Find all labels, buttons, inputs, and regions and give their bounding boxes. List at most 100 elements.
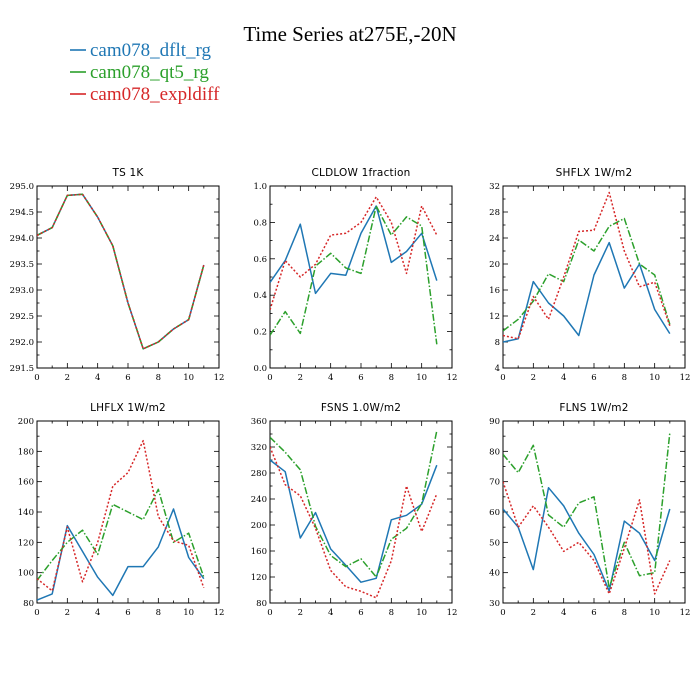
panel-title: LHFLX 1W/m2: [90, 402, 166, 414]
plot-frame: [36, 185, 220, 369]
panel-title: TS 1K: [112, 167, 145, 179]
series-line-cam078_expldiff: [270, 446, 438, 599]
x-tick-label: 6: [358, 608, 363, 618]
y-tick-label: 293.5: [10, 260, 34, 270]
y-tick-label: 180: [18, 447, 34, 457]
x-tick-label: 2: [531, 608, 536, 618]
y-tick-label: 120: [18, 538, 34, 548]
x-tick-label: 6: [591, 608, 596, 618]
y-tick-label: 0.6: [253, 255, 267, 265]
y-tick-label: 60: [489, 508, 500, 518]
x-tick-label: 6: [125, 373, 130, 383]
y-tick-label: 40: [489, 569, 500, 579]
y-tick-label: 360: [251, 417, 267, 427]
x-tick-label: 10: [183, 373, 194, 383]
y-tick-label: 50: [489, 538, 500, 548]
x-tick-label: 4: [328, 373, 333, 383]
x-tick-label: 4: [95, 373, 100, 383]
y-tick-label: 0.0: [253, 364, 267, 374]
y-tick-label: 20: [489, 260, 500, 270]
x-tick-label: 8: [389, 608, 394, 618]
y-tick-label: 12: [489, 312, 500, 322]
legend-item: cam078_qt5_rg: [70, 62, 209, 83]
y-tick-label: 70: [489, 478, 500, 488]
y-tick-label: 240: [251, 495, 267, 505]
x-tick-label: 12: [680, 373, 691, 383]
x-tick-label: 12: [214, 608, 225, 618]
x-tick-label: 10: [416, 608, 427, 618]
y-tick-label: 0.2: [253, 328, 267, 338]
x-tick-label: 2: [65, 608, 70, 618]
y-tick-label: 280: [251, 469, 267, 479]
y-tick-label: 160: [18, 478, 34, 488]
series-line-cam078_expldiff: [37, 439, 205, 592]
x-tick-label: 10: [183, 608, 194, 618]
y-tick-label: 4: [495, 364, 500, 374]
y-tick-label: 8: [495, 338, 500, 348]
y-tick-label: 28: [489, 208, 500, 218]
y-tick-label: 16: [489, 286, 500, 296]
series-line-cam078_dflt_rg: [37, 508, 205, 601]
series-line-cam078_expldiff: [503, 481, 671, 595]
y-tick-label: 292.5: [10, 312, 34, 322]
panel-title: SHFLX 1W/m2: [556, 167, 633, 179]
y-tick-label: 294.5: [10, 208, 34, 218]
x-tick-label: 8: [156, 608, 161, 618]
y-tick-label: 295.0: [10, 182, 34, 192]
y-tick-label: 80: [489, 447, 500, 457]
x-tick-label: 10: [416, 373, 427, 383]
chart-panel: FSNS 1.0W/m2 0 2 4 6 8 10 12 80 120 160 200 240 280 32…: [251, 402, 458, 618]
y-tick-label: 120: [251, 573, 267, 583]
y-tick-label: 32: [489, 182, 500, 192]
x-tick-label: 4: [95, 608, 100, 618]
legend-item: cam078_dflt_rg: [70, 40, 212, 61]
x-tick-label: 0: [34, 373, 39, 383]
series-line-cam078_qt5_rg: [270, 205, 438, 345]
series-line-cam078_qt5_rg: [37, 488, 205, 581]
x-tick-label: 6: [591, 373, 596, 383]
y-tick-label: 90: [489, 417, 500, 427]
x-tick-label: 0: [500, 608, 505, 618]
series-line-cam078_qt5_rg: [37, 193, 205, 350]
y-tick-label: 140: [18, 508, 34, 518]
x-tick-label: 10: [649, 608, 660, 618]
chart-panel: CLDLOW 1fraction 0 2 4 6 8 10 12 0.0 0.2 0.4 0.6 0.8…: [253, 167, 457, 383]
plot-frame: [502, 420, 686, 604]
x-tick-label: 6: [125, 608, 130, 618]
series-line-cam078_dflt_rg: [503, 486, 671, 592]
x-tick-label: 2: [298, 608, 303, 618]
y-tick-label: 291.5: [10, 364, 34, 374]
series-line-cam078_expldiff: [37, 193, 205, 350]
x-tick-label: 2: [65, 373, 70, 383]
panel-title: FLNS 1W/m2: [559, 402, 628, 414]
series-line-cam078_expldiff: [270, 196, 438, 311]
y-tick-label: 160: [251, 547, 267, 557]
chart-panel: FLNS 1W/m2 0 2 4 6 8 10 12 30 40 50 60 70 80 90: [489, 402, 690, 618]
y-tick-label: 200: [251, 521, 267, 531]
y-tick-label: 100: [18, 569, 34, 579]
x-tick-label: 0: [34, 608, 39, 618]
figure-title: Time Series at275E,-20N: [243, 22, 456, 46]
y-tick-label: 1.0: [253, 182, 267, 192]
series-line-cam078_qt5_rg: [503, 217, 671, 332]
panel-grid: TS 1K0 2 4 6 8 10 12291.5292.0292.5293.0293.52…: [10, 167, 691, 618]
x-tick-label: 8: [389, 373, 394, 383]
x-tick-label: 2: [531, 373, 536, 383]
y-tick-label: 200: [18, 417, 34, 427]
y-tick-label: 80: [23, 599, 34, 609]
legend-label: cam078_qt5_rg: [90, 62, 209, 83]
plot-frame: [269, 420, 453, 604]
x-tick-label: 8: [622, 608, 627, 618]
legend-label: cam078_dflt_rg: [90, 40, 212, 61]
x-tick-label: 4: [328, 608, 333, 618]
x-tick-label: 12: [447, 608, 458, 618]
legend-label: cam078_expldiff: [90, 84, 220, 105]
y-tick-label: 293.0: [10, 286, 34, 296]
panel-title: FSNS 1.0W/m2: [321, 402, 401, 414]
x-tick-label: 8: [622, 373, 627, 383]
x-tick-label: 12: [447, 373, 458, 383]
series-line-cam078_dflt_rg: [503, 241, 671, 343]
legend: cam078_dflt_rgcam078_qt5_rgcam078_expldi…: [70, 40, 220, 105]
x-tick-label: 10: [649, 373, 660, 383]
